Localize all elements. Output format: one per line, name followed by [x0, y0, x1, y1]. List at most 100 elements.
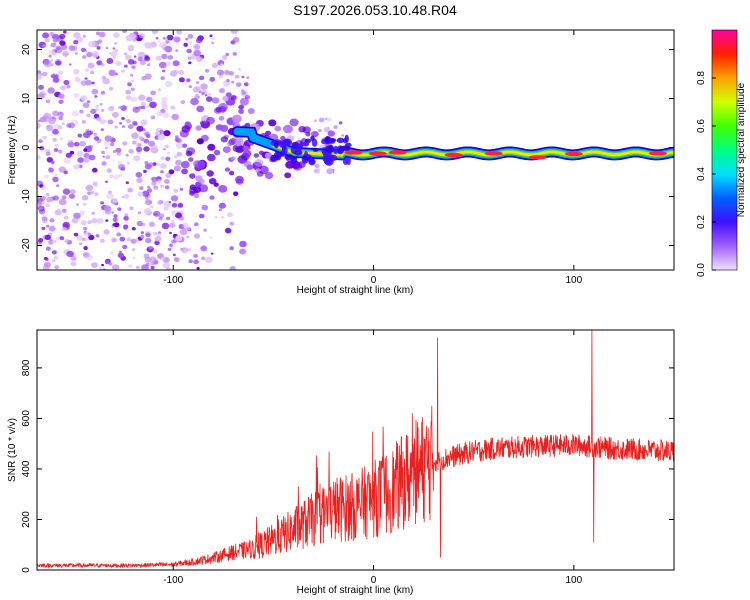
spectrogram-speckle [79, 242, 83, 245]
spectrogram-speckle [73, 232, 79, 237]
spectrogram-speckle [160, 163, 167, 169]
spectrogram-speckle [98, 31, 106, 38]
spectrogram-speckle [81, 195, 89, 201]
spectrogram-speckle [221, 216, 225, 219]
spectrogram-speckle [170, 219, 175, 224]
spectrogram-speckle [66, 84, 71, 89]
spectrogram-speckle [121, 117, 125, 120]
spectrogram-speckle [45, 124, 54, 131]
spectrogram-speckle [203, 228, 207, 232]
spectrogram-speckle [64, 238, 70, 244]
spectrogram-speckle [49, 31, 55, 36]
spectrogram-speckle [110, 251, 114, 255]
spectrogram-speckle [117, 252, 125, 258]
spectrogram-speckle [101, 263, 104, 267]
spectrogram-speckle [138, 94, 146, 101]
spectrogram-speckle [127, 264, 133, 268]
snr-ytick-label: 600 [21, 410, 32, 427]
spectrogram-speckle [126, 161, 130, 165]
spectrogram-speckle [70, 261, 77, 267]
spectrogram-y-label: Frequency (Hz) [7, 116, 18, 185]
spectrogram-speckle [143, 56, 151, 62]
spectrogram-speckle [132, 248, 136, 251]
spectrogram-speckle [37, 74, 42, 80]
spectrogram-speckle [114, 49, 119, 53]
spectrogram-speckle [224, 70, 231, 75]
spectrogram-speckle [100, 90, 106, 95]
spectrogram-speckle [167, 151, 171, 155]
spectrogram-speckle [268, 119, 277, 127]
spectrogram-speckle [46, 196, 53, 203]
spectrogram-speckle [218, 202, 226, 209]
spectrogram-speckle [168, 169, 175, 175]
spectrogram-speckle [144, 199, 152, 206]
spectrogram-speckle [80, 220, 87, 226]
spectrogram-speckle [84, 238, 88, 241]
spectrogram-speckle [178, 70, 185, 75]
snr-axes: -100 0 100 0 200 400 600 800 [21, 330, 674, 586]
spectrogram-speckle [179, 187, 184, 191]
colorbar-ticks: 0.0 0.2 0.4 0.6 0.8 [696, 29, 738, 277]
spectrogram-speckle [150, 205, 154, 209]
spectrogram-speckle [165, 172, 172, 178]
spectrogram-speckle [51, 259, 56, 263]
spectrogram-speckle [38, 119, 41, 123]
spectrogram-speckle [125, 89, 131, 95]
spectrogram-speckle [122, 244, 128, 250]
spectrogram-speckle [63, 170, 68, 175]
spectrogram-speckle [193, 49, 201, 57]
spectrogram-speckle [302, 126, 311, 134]
snr-panel: -100 0 100 0 200 400 600 800 Height of straight… [7, 329, 675, 596]
spectrogram-speckle [73, 164, 80, 170]
spectrogram-speckle [148, 140, 156, 147]
spectrogram-speckle [59, 137, 63, 141]
spectrogram-speckle [318, 117, 325, 123]
spectrogram-speckle [58, 99, 64, 105]
spectrogram-speckle [91, 88, 99, 95]
spectrogram-speckle [160, 170, 164, 174]
spectrogram-speckle [129, 33, 137, 40]
spectrogram-blob [308, 157, 314, 164]
spectrogram-speckle [173, 233, 177, 237]
spectrogram-speckle [216, 69, 225, 76]
spectrogram-speckle [42, 135, 47, 140]
spectrogram-speckle [58, 116, 63, 121]
spectrogram-speckle [38, 139, 43, 144]
spectrogram-speckle [112, 217, 118, 222]
spectrogram-speckle [135, 106, 139, 110]
spectrogram-speckle [169, 243, 173, 247]
spectrogram-speckle [243, 82, 249, 87]
spectrogram-speckle [163, 47, 168, 52]
spectrogram-speckle [53, 239, 57, 244]
spectrogram-speckle [104, 209, 112, 215]
spectrogram-speckle [87, 232, 92, 236]
spectrogram-peak-spot [388, 150, 407, 155]
spectrogram-speckle [174, 155, 178, 159]
spectrogram-speckle [59, 236, 65, 241]
spectrogram-speckle [45, 193, 50, 197]
spectrogram-speckle [280, 135, 286, 141]
spectrogram-speckle [193, 233, 201, 239]
spectrogram-speckle [153, 212, 157, 216]
spectrogram-peak-spot [368, 151, 387, 156]
spectrogram-speckle [90, 132, 93, 135]
spectrogram-speckle [131, 132, 139, 139]
spectrogram-speckle [123, 193, 130, 199]
spectrogram-speckle [115, 147, 122, 153]
spectrogram-speckle [158, 216, 163, 221]
spectrogram-speckle [150, 265, 155, 270]
spectrogram-speckle [176, 30, 183, 35]
spectrogram-speckle [150, 256, 157, 262]
spectrogram-speckle [175, 49, 179, 52]
spectrogram-speckle [151, 30, 159, 34]
spectrogram-speckle [140, 235, 145, 239]
spectrogram-speckle [207, 143, 216, 151]
spectrogram-speckle [228, 170, 235, 176]
spectrogram-speckle [205, 69, 210, 73]
spectrogram-speckle [148, 221, 156, 227]
spectrogram-speckle [94, 192, 99, 197]
spectrogram-speckle [241, 89, 245, 92]
spectrogram-speckle [123, 225, 128, 230]
spectrogram-speckle [37, 122, 41, 129]
spectrogram-speckle [152, 249, 158, 254]
